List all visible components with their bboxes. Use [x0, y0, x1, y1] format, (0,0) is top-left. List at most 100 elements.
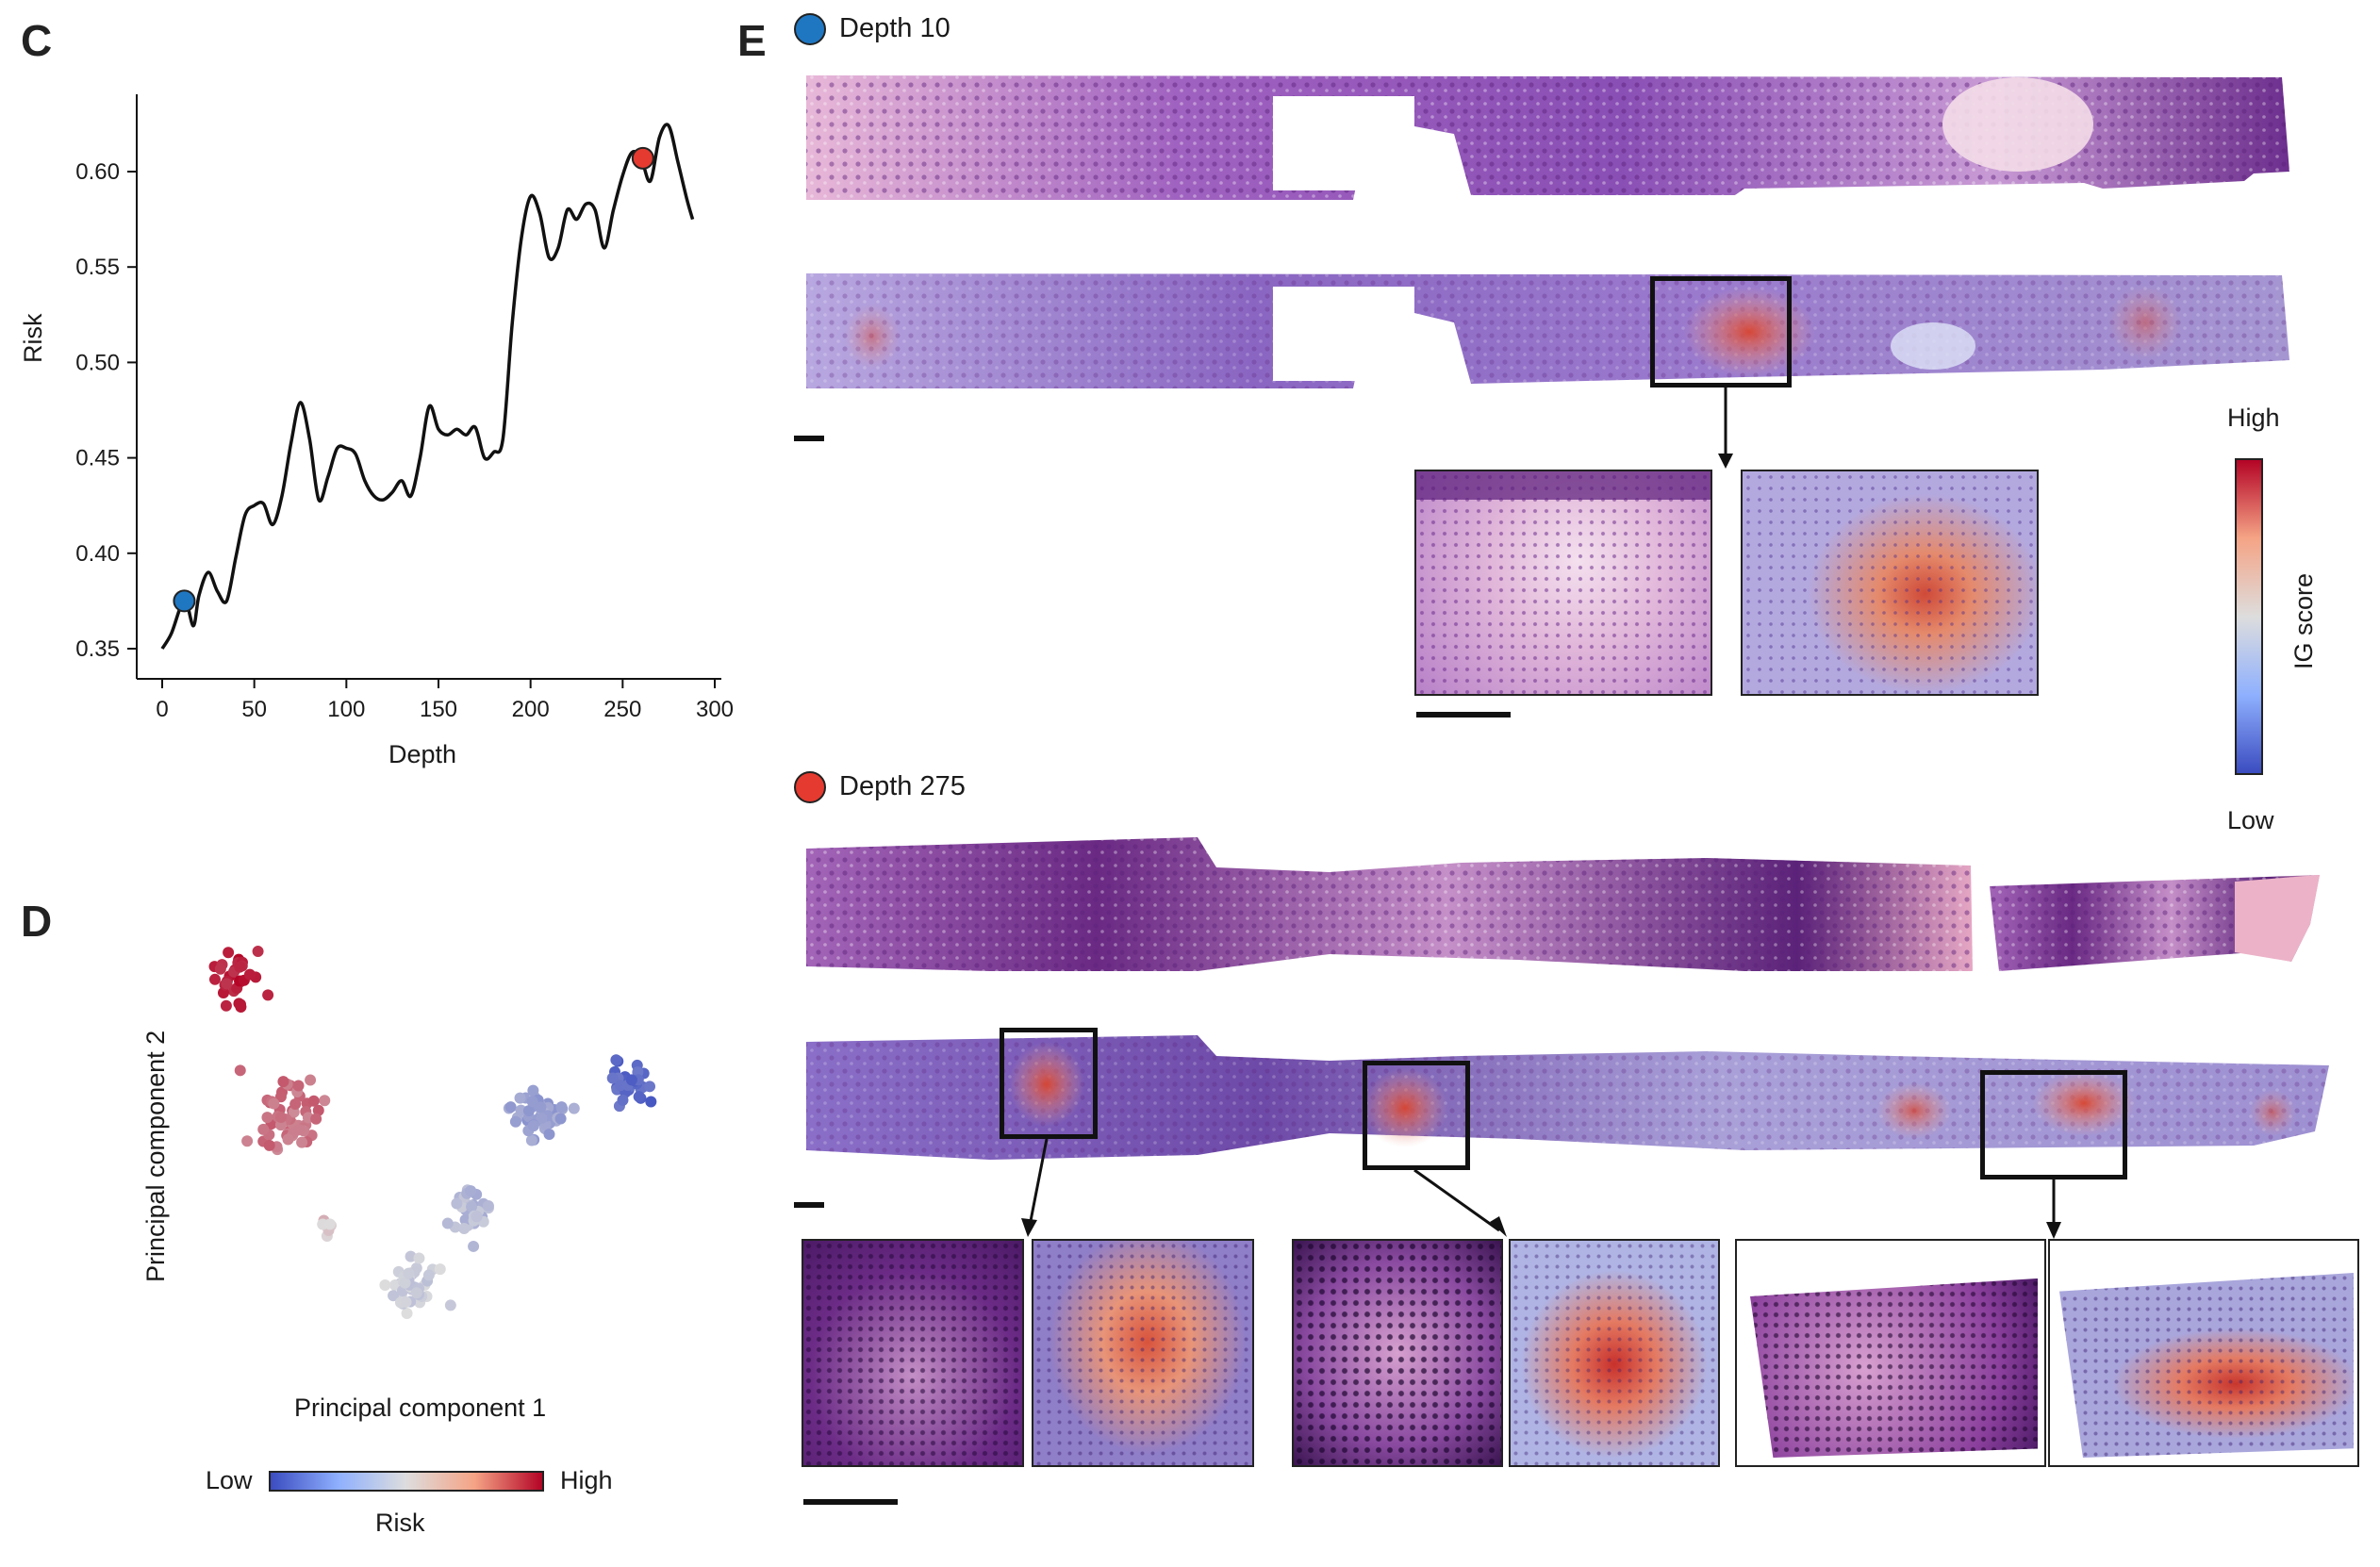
pca-point	[388, 1290, 400, 1302]
depth275-he-strip	[806, 837, 2320, 971]
depth10-he-strip	[806, 75, 2289, 200]
pca-point	[410, 1287, 422, 1299]
depth275-ig-zoom-2	[1509, 1239, 1720, 1467]
pca-point	[645, 1096, 657, 1108]
depth10-marker	[794, 13, 826, 45]
depth-marker-point	[631, 146, 654, 170]
depth10-label: Depth 10	[839, 13, 950, 43]
pca-point	[471, 1211, 483, 1223]
pca-point	[468, 1240, 480, 1252]
pca-point	[610, 1054, 622, 1066]
depth275-he-zoom-2	[1292, 1239, 1503, 1467]
pca-point	[482, 1200, 494, 1212]
pca-point	[399, 1277, 411, 1289]
depth10-he-zoom	[1414, 470, 1712, 696]
panel-letter-e: E	[737, 16, 767, 65]
depth275-roi-box-2	[1363, 1061, 1470, 1170]
pca-point	[555, 1101, 568, 1113]
x-tick-label: 200	[512, 697, 550, 722]
pca-point	[235, 998, 247, 1011]
pca-point	[543, 1129, 555, 1141]
pca-point	[261, 1112, 273, 1124]
pca-point	[422, 1269, 435, 1281]
pca-point	[221, 978, 233, 990]
depth-marker-point	[173, 589, 196, 613]
pca-point	[535, 1101, 547, 1113]
pca-point	[274, 1112, 287, 1124]
depth275-ig-zoom-3	[2048, 1239, 2359, 1467]
pca-point	[459, 1213, 471, 1226]
depth10-roi-box	[1650, 276, 1792, 388]
pca-point	[527, 1120, 539, 1132]
ig-colorbar	[2235, 458, 2263, 775]
pca-point	[522, 1105, 535, 1117]
pca-point	[234, 961, 246, 973]
depth275-roi-box-3	[1980, 1070, 2127, 1179]
pca-point	[401, 1308, 413, 1320]
x-tick-label: 150	[420, 697, 457, 722]
panel-letter-d: D	[21, 897, 53, 946]
ig-colorbar-high: High	[2227, 404, 2280, 432]
pca-point	[458, 1223, 471, 1235]
depth10-zoom-scalebar	[1416, 712, 1511, 718]
pca-point	[644, 1080, 656, 1093]
pca-point	[400, 1295, 412, 1308]
pca-point	[451, 1197, 463, 1210]
ig-colorbar-low: Low	[2227, 806, 2274, 834]
depth275-marker	[794, 771, 826, 803]
pca-point	[465, 1185, 477, 1197]
pca-point	[307, 1095, 320, 1107]
y-tick-label: 0.55	[75, 255, 120, 280]
pca-point	[274, 1091, 287, 1103]
depth10-arrow	[1718, 388, 1733, 469]
depth275-zoom-scalebar	[803, 1499, 898, 1505]
pca-point	[292, 1080, 305, 1092]
pca-point	[289, 1098, 302, 1111]
pca-point	[527, 1084, 539, 1097]
y-tick-label: 0.35	[75, 636, 120, 662]
pca-point	[208, 973, 221, 985]
pca-point	[257, 1123, 270, 1135]
y-tick-label: 0.50	[75, 350, 120, 375]
pca-point	[413, 1252, 425, 1264]
pca-point	[444, 1299, 456, 1311]
risk-colorbar-title: Risk	[375, 1509, 425, 1537]
pca-point	[617, 1094, 629, 1106]
depth275-strip-scalebar	[794, 1202, 824, 1208]
pca-point	[262, 989, 274, 1001]
chart-c-xlabel: Depth	[388, 740, 457, 768]
pca-point	[625, 1074, 637, 1086]
pca-point	[263, 1139, 275, 1151]
pca-point	[554, 1113, 567, 1125]
pca-point	[305, 1074, 317, 1086]
x-tick-label: 300	[696, 697, 734, 722]
pca-point	[606, 1072, 619, 1084]
pca-point	[526, 1096, 538, 1108]
risk-line-chart: 0.35 0.40 0.45 0.50 0.55 0.60 0 50 100 150 200 250 3…	[75, 94, 734, 722]
pca-point	[220, 999, 232, 1012]
x-tick-label: 50	[241, 697, 267, 722]
panel-letter-c: C	[21, 16, 53, 65]
depth10-ig-strip	[806, 273, 2289, 388]
pca-point	[268, 1097, 280, 1110]
pca-point	[441, 1217, 454, 1229]
depth275-roi-box-1	[1000, 1028, 1098, 1139]
depth10-strip-scalebar	[794, 436, 824, 441]
pca-point	[504, 1101, 517, 1113]
depth10-ig-zoom	[1741, 470, 2039, 696]
pca-point	[434, 1263, 446, 1276]
pca-point	[277, 1076, 289, 1088]
pca-point	[234, 1064, 246, 1077]
depth275-he-zoom-3	[1735, 1239, 2046, 1467]
pca-point	[282, 1133, 294, 1146]
depth275-he-zoom-1	[802, 1239, 1024, 1467]
pca-point	[310, 1113, 322, 1125]
pca-point	[509, 1115, 521, 1128]
pca-point	[223, 947, 235, 959]
pca-point	[243, 968, 256, 981]
pca-point	[293, 1124, 306, 1136]
chart-d-xlabel: Principal component 1	[294, 1394, 547, 1422]
risk-line	[160, 123, 695, 650]
pca-scatter-plot	[208, 946, 657, 1320]
